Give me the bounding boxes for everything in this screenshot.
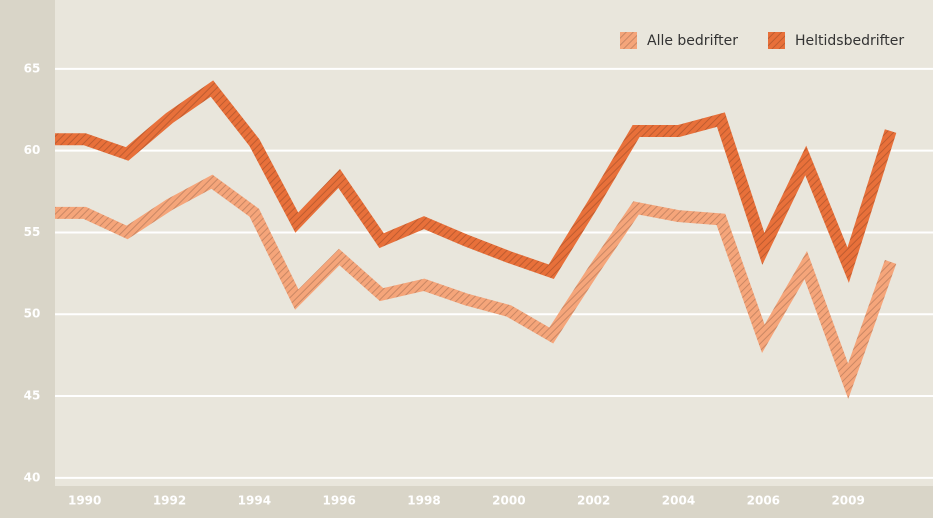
x-tick-label: 1990 xyxy=(68,494,101,508)
x-tick-label: 2002 xyxy=(577,494,610,508)
y-tick-label: 40 xyxy=(24,470,41,484)
y-tick-label: 50 xyxy=(24,307,41,321)
x-axis-band xyxy=(55,486,933,518)
y-tick-label: 65 xyxy=(24,61,41,75)
x-tick-label: 2004 xyxy=(662,494,695,508)
legend-swatch xyxy=(768,32,785,49)
x-tick-label: 1998 xyxy=(407,494,440,508)
series-line xyxy=(55,174,897,400)
legend-label: Heltidsbedrifter xyxy=(795,33,904,49)
x-tick-label: 1992 xyxy=(153,494,186,508)
y-tick-label: 60 xyxy=(24,143,41,157)
series-line xyxy=(55,80,897,283)
y-tick-label: 45 xyxy=(24,389,41,403)
x-tick-label: 2009 xyxy=(831,494,864,508)
y-axis-band xyxy=(0,0,55,518)
y-tick-label: 55 xyxy=(24,225,41,239)
legend-swatch xyxy=(620,32,637,49)
x-tick-label: 1996 xyxy=(322,494,355,508)
x-tick-label: 2000 xyxy=(492,494,525,508)
legend-label: Alle bedrifter xyxy=(647,33,738,49)
x-tick-label: 2006 xyxy=(747,494,780,508)
x-tick-label: 1994 xyxy=(238,494,271,508)
